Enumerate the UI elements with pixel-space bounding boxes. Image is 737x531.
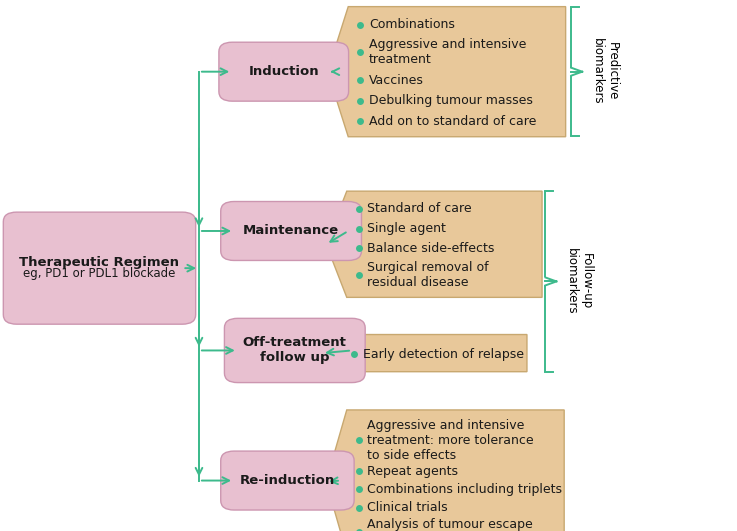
Text: Re-induction: Re-induction bbox=[240, 474, 335, 487]
Text: Clinical trials: Clinical trials bbox=[368, 501, 448, 514]
Polygon shape bbox=[322, 335, 527, 372]
FancyBboxPatch shape bbox=[220, 451, 354, 510]
Text: Analysis of tumour escape
mechanisms: Analysis of tumour escape mechanisms bbox=[368, 518, 533, 531]
Text: Debulking tumour masses: Debulking tumour masses bbox=[369, 95, 533, 107]
Text: Add on to standard of care: Add on to standard of care bbox=[369, 115, 537, 128]
Text: Induction: Induction bbox=[248, 65, 319, 78]
FancyBboxPatch shape bbox=[220, 202, 361, 261]
Text: Aggressive and intensive
treatment: Aggressive and intensive treatment bbox=[369, 38, 526, 66]
Text: Early detection of relapse: Early detection of relapse bbox=[363, 348, 524, 361]
FancyBboxPatch shape bbox=[224, 318, 365, 382]
Text: Predictive
biomarkers: Predictive biomarkers bbox=[591, 38, 619, 105]
Text: Aggressive and intensive
treatment: more tolerance
to side effects: Aggressive and intensive treatment: more… bbox=[368, 418, 534, 461]
Polygon shape bbox=[326, 191, 542, 297]
Text: eg, PD1 or PDL1 blockade: eg, PD1 or PDL1 blockade bbox=[24, 268, 175, 280]
Polygon shape bbox=[326, 410, 565, 531]
Polygon shape bbox=[327, 7, 566, 137]
Text: Surgical removal of
residual disease: Surgical removal of residual disease bbox=[367, 261, 489, 289]
FancyBboxPatch shape bbox=[219, 42, 349, 101]
Text: Maintenance: Maintenance bbox=[243, 225, 339, 237]
Text: Standard of care: Standard of care bbox=[367, 202, 472, 216]
FancyBboxPatch shape bbox=[4, 212, 196, 324]
Text: Single agent: Single agent bbox=[367, 222, 447, 235]
Text: Off-treatment
follow up: Off-treatment follow up bbox=[243, 337, 346, 364]
Text: Combinations including triplets: Combinations including triplets bbox=[368, 483, 562, 496]
Text: Vaccines: Vaccines bbox=[369, 74, 424, 87]
Text: Balance side-effects: Balance side-effects bbox=[367, 242, 495, 255]
Text: Combinations: Combinations bbox=[369, 18, 455, 31]
Text: Follow-up
biomarkers: Follow-up biomarkers bbox=[565, 248, 593, 315]
Text: Therapeutic Regimen: Therapeutic Regimen bbox=[19, 256, 180, 269]
Text: Repeat agents: Repeat agents bbox=[368, 465, 458, 478]
